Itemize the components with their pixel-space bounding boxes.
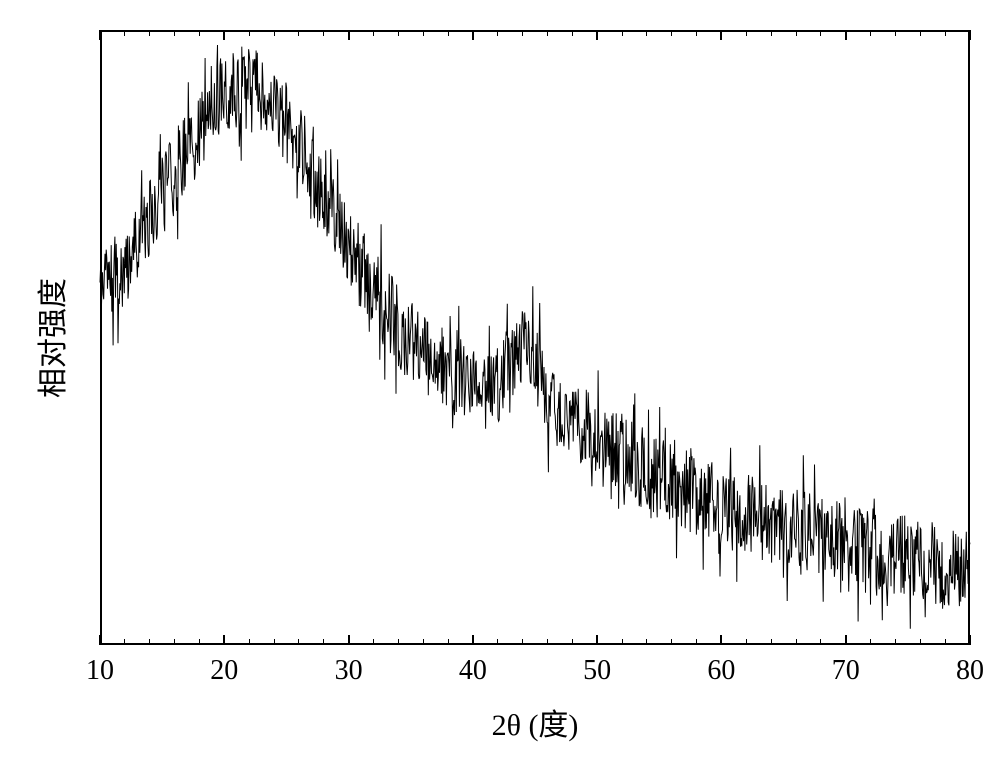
- x-minor-tick: [646, 639, 647, 645]
- x-minor-tick: [398, 639, 399, 645]
- x-minor-tick: [646, 30, 647, 36]
- x-minor-tick: [497, 639, 498, 645]
- x-minor-tick: [448, 639, 449, 645]
- x-major-tick: [223, 635, 225, 645]
- x-major-tick: [472, 635, 474, 645]
- x-minor-tick: [771, 30, 772, 36]
- x-minor-tick: [746, 30, 747, 36]
- x-tick-label: 50: [583, 655, 611, 687]
- x-major-tick: [720, 635, 722, 645]
- x-minor-tick: [547, 30, 548, 36]
- x-minor-tick: [423, 30, 424, 36]
- x-major-tick: [348, 30, 350, 40]
- x-minor-tick: [149, 30, 150, 36]
- x-minor-tick: [522, 30, 523, 36]
- x-minor-tick: [746, 639, 747, 645]
- x-minor-tick: [696, 639, 697, 645]
- x-minor-tick: [298, 639, 299, 645]
- y-axis-title: 相对强度: [28, 278, 72, 398]
- x-minor-tick: [820, 30, 821, 36]
- x-minor-tick: [572, 639, 573, 645]
- x-minor-tick: [323, 639, 324, 645]
- x-minor-tick: [870, 639, 871, 645]
- x-major-tick: [596, 635, 598, 645]
- x-minor-tick: [622, 639, 623, 645]
- x-minor-tick: [249, 639, 250, 645]
- x-minor-tick: [895, 639, 896, 645]
- x-minor-tick: [696, 30, 697, 36]
- x-major-tick: [223, 30, 225, 40]
- x-major-tick: [99, 635, 101, 645]
- x-minor-tick: [622, 30, 623, 36]
- x-minor-tick: [945, 30, 946, 36]
- x-minor-tick: [149, 639, 150, 645]
- x-minor-tick: [547, 639, 548, 645]
- x-tick-label: 60: [707, 655, 735, 687]
- x-tick-label: 30: [335, 655, 363, 687]
- x-minor-tick: [373, 639, 374, 645]
- x-minor-tick: [920, 639, 921, 645]
- x-minor-tick: [199, 639, 200, 645]
- x-minor-tick: [323, 30, 324, 36]
- x-major-tick: [720, 30, 722, 40]
- xrd-chart: 10 20 30 40 50 60 70 80 2θ (度) 相对强度: [0, 0, 1000, 769]
- x-major-tick: [845, 30, 847, 40]
- x-minor-tick: [373, 30, 374, 36]
- x-minor-tick: [771, 639, 772, 645]
- x-minor-tick: [298, 30, 299, 36]
- x-minor-tick: [274, 30, 275, 36]
- xrd-data-line: [0, 0, 1000, 769]
- x-major-tick: [596, 30, 598, 40]
- x-axis-title: 2θ (度): [492, 700, 579, 744]
- x-tick-label: 10: [86, 655, 114, 687]
- x-minor-tick: [920, 30, 921, 36]
- x-major-tick: [472, 30, 474, 40]
- x-minor-tick: [448, 30, 449, 36]
- x-tick-label: 70: [832, 655, 860, 687]
- x-minor-tick: [174, 639, 175, 645]
- x-major-tick: [348, 635, 350, 645]
- x-minor-tick: [870, 30, 871, 36]
- x-minor-tick: [497, 30, 498, 36]
- x-minor-tick: [398, 30, 399, 36]
- x-minor-tick: [249, 30, 250, 36]
- x-tick-label: 40: [459, 655, 487, 687]
- x-minor-tick: [124, 30, 125, 36]
- x-major-tick: [845, 635, 847, 645]
- x-minor-tick: [796, 30, 797, 36]
- x-tick-label: 80: [956, 655, 984, 687]
- x-minor-tick: [274, 639, 275, 645]
- x-minor-tick: [572, 30, 573, 36]
- x-tick-label: 20: [210, 655, 238, 687]
- x-minor-tick: [820, 639, 821, 645]
- xrd-series-path: [100, 45, 970, 629]
- x-minor-tick: [671, 639, 672, 645]
- x-minor-tick: [423, 639, 424, 645]
- x-minor-tick: [895, 30, 896, 36]
- x-minor-tick: [124, 639, 125, 645]
- x-minor-tick: [796, 639, 797, 645]
- x-minor-tick: [522, 639, 523, 645]
- x-major-tick: [969, 30, 971, 40]
- x-major-tick: [99, 30, 101, 40]
- x-minor-tick: [199, 30, 200, 36]
- x-minor-tick: [174, 30, 175, 36]
- x-minor-tick: [945, 639, 946, 645]
- x-major-tick: [969, 635, 971, 645]
- x-minor-tick: [671, 30, 672, 36]
